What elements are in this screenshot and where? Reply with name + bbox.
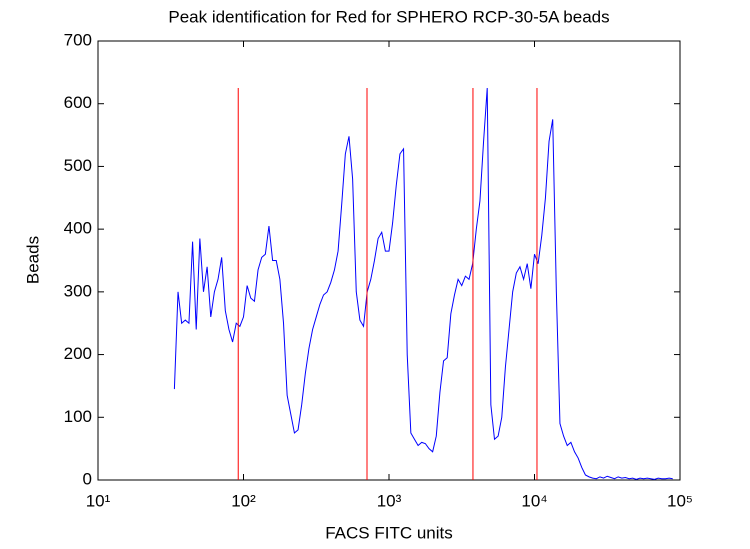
- y-axis-label: Beads: [23, 236, 42, 284]
- x-tick-label: 10³: [377, 491, 402, 510]
- chart-title: Peak identification for Red for SPHERO R…: [168, 7, 609, 26]
- y-tick-label: 300: [64, 281, 92, 300]
- y-tick-label: 400: [64, 219, 92, 238]
- y-tick-label: 700: [64, 30, 92, 49]
- x-axis-label: FACS FITC units: [325, 523, 453, 542]
- x-tick-label: 10²: [231, 491, 256, 510]
- x-tick-label: 10⁴: [521, 491, 547, 510]
- x-tick-label: 10⁵: [667, 491, 693, 510]
- y-tick-label: 100: [64, 407, 92, 426]
- y-tick-label: 0: [83, 469, 92, 488]
- y-tick-label: 600: [64, 93, 92, 112]
- data-line: [173, 88, 673, 480]
- y-tick-label: 500: [64, 156, 92, 175]
- y-tick-label: 200: [64, 344, 92, 363]
- x-tick-label: 10¹: [86, 491, 111, 510]
